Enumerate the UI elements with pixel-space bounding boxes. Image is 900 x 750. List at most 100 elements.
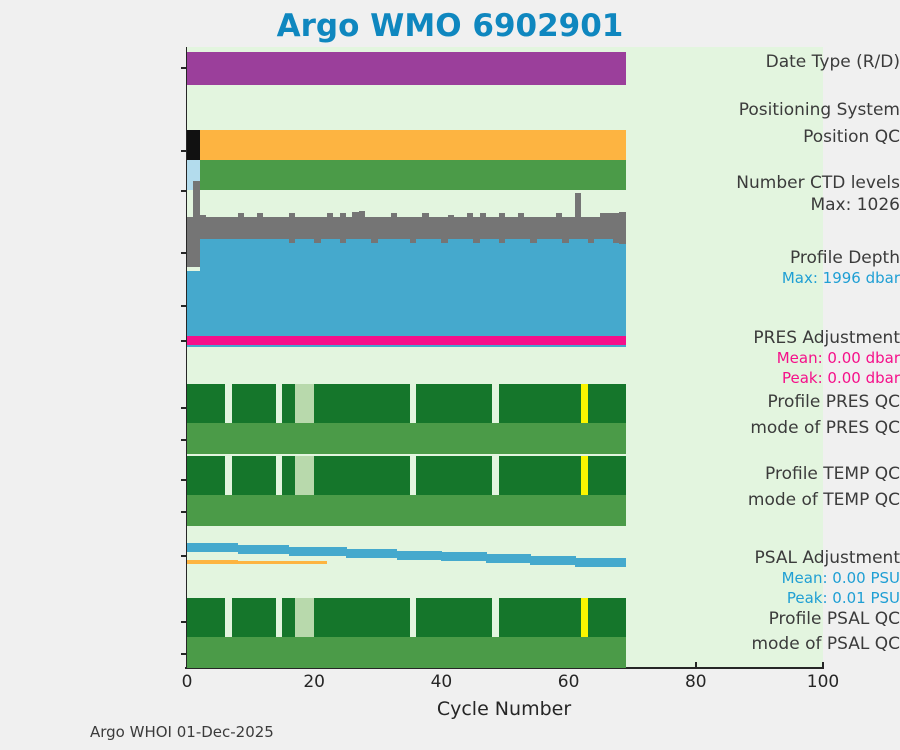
adjustment-line bbox=[441, 552, 449, 562]
data-bar bbox=[606, 238, 614, 347]
adjustment-line bbox=[301, 546, 309, 556]
data-bar bbox=[288, 212, 296, 267]
row-label-psal-adjustment: Mean: 0.00 PSU bbox=[781, 569, 900, 587]
adjustment-line bbox=[600, 558, 608, 568]
band-segment bbox=[498, 598, 582, 637]
adjustment-line bbox=[415, 550, 423, 560]
adjustment-line bbox=[568, 556, 576, 566]
series-positioning-system bbox=[187, 130, 823, 160]
data-bar bbox=[594, 238, 601, 347]
adjustment-line bbox=[485, 554, 493, 564]
adjustment-line bbox=[187, 336, 626, 345]
band-segment bbox=[498, 384, 582, 423]
row-label-psal-adjustment: PSAL Adjustment bbox=[754, 548, 900, 568]
band-segment bbox=[231, 598, 277, 637]
band-segment bbox=[225, 456, 232, 495]
adjustment-line bbox=[562, 556, 570, 566]
data-bar bbox=[193, 181, 200, 267]
adjustment-line bbox=[231, 542, 239, 552]
data-bar bbox=[441, 242, 448, 347]
band-segment bbox=[282, 456, 296, 495]
row-label-gutter bbox=[0, 47, 182, 667]
row-label-number-ctd-levels: Number CTD levels bbox=[736, 173, 900, 193]
y-tick bbox=[181, 150, 187, 152]
adjustment-line bbox=[466, 552, 474, 562]
band-segment bbox=[492, 598, 499, 637]
data-bar bbox=[339, 212, 346, 267]
band-segment bbox=[199, 130, 626, 160]
adjustment-line bbox=[346, 548, 353, 558]
x-tick-label: 40 bbox=[430, 672, 453, 692]
band-segment bbox=[587, 384, 626, 423]
y-tick bbox=[181, 407, 187, 409]
data-bar bbox=[352, 238, 359, 347]
data-bar bbox=[460, 238, 467, 347]
band-segment bbox=[295, 456, 315, 495]
row-label-pres-adjustment: PRES Adjustment bbox=[753, 328, 900, 348]
adjustment-line bbox=[282, 544, 290, 554]
data-bar bbox=[206, 238, 213, 347]
data-bar bbox=[187, 271, 194, 347]
band-segment bbox=[415, 456, 493, 495]
data-bar bbox=[530, 216, 537, 267]
adjustment-line bbox=[333, 546, 341, 556]
data-bar bbox=[314, 216, 321, 267]
y-tick bbox=[181, 653, 187, 655]
band-segment bbox=[187, 637, 626, 668]
adjustment-line bbox=[549, 556, 557, 566]
band-segment bbox=[231, 384, 277, 423]
data-bar bbox=[346, 238, 353, 347]
adjustment-line bbox=[492, 554, 500, 564]
y-tick bbox=[181, 439, 187, 441]
series-mode-of-psal-qc bbox=[187, 637, 823, 668]
adjustment-line bbox=[295, 546, 303, 556]
adjustment-line bbox=[517, 554, 525, 564]
data-bar bbox=[244, 238, 251, 347]
adjustment-line bbox=[435, 550, 442, 560]
data-bar bbox=[441, 216, 448, 267]
adjustment-line bbox=[473, 552, 481, 562]
band-segment bbox=[187, 495, 626, 526]
data-bar bbox=[256, 238, 264, 347]
adjustment-line bbox=[606, 558, 614, 568]
data-bar bbox=[422, 238, 429, 347]
data-bar bbox=[377, 238, 385, 347]
data-bar bbox=[428, 238, 436, 347]
adjustment-line bbox=[511, 554, 519, 564]
adjustment-line bbox=[269, 544, 277, 554]
data-bar bbox=[498, 212, 505, 267]
adjustment-line bbox=[314, 546, 322, 556]
band-segment bbox=[295, 598, 315, 637]
x-tick-label: 20 bbox=[303, 672, 326, 692]
adjustment-line bbox=[320, 546, 328, 556]
data-bar bbox=[574, 238, 582, 347]
adjustment-line bbox=[422, 550, 430, 560]
adjustment-line bbox=[396, 550, 404, 560]
band-segment bbox=[314, 598, 410, 637]
data-bar bbox=[288, 242, 296, 347]
plot-area: 0 20 40 60 80 100 bbox=[181, 47, 839, 692]
series-psal-adjustment bbox=[187, 539, 823, 571]
band-segment bbox=[276, 598, 283, 637]
band-segment bbox=[314, 384, 410, 423]
adjustment-line bbox=[390, 548, 398, 558]
footer-credit: Argo WHOI 01-Dec-2025 bbox=[90, 723, 274, 741]
adjustment-line bbox=[352, 548, 360, 558]
adjustment-line bbox=[384, 548, 392, 558]
band-segment bbox=[231, 456, 277, 495]
data-bar bbox=[543, 238, 550, 347]
band-segment bbox=[276, 456, 283, 495]
adjustment-line bbox=[212, 542, 220, 552]
data-bar bbox=[562, 242, 569, 347]
data-bar bbox=[282, 238, 289, 347]
data-bar bbox=[212, 238, 219, 347]
data-bar bbox=[530, 242, 537, 347]
band-segment bbox=[314, 456, 410, 495]
row-label-date-type: Date Type (R/D) bbox=[765, 52, 900, 72]
adjustment-line bbox=[498, 554, 506, 564]
band-segment bbox=[187, 456, 226, 495]
series-profile-temp-qc bbox=[187, 456, 823, 495]
x-tick-label: 60 bbox=[557, 672, 580, 692]
band-segment bbox=[225, 598, 232, 637]
band-segment bbox=[187, 130, 200, 160]
